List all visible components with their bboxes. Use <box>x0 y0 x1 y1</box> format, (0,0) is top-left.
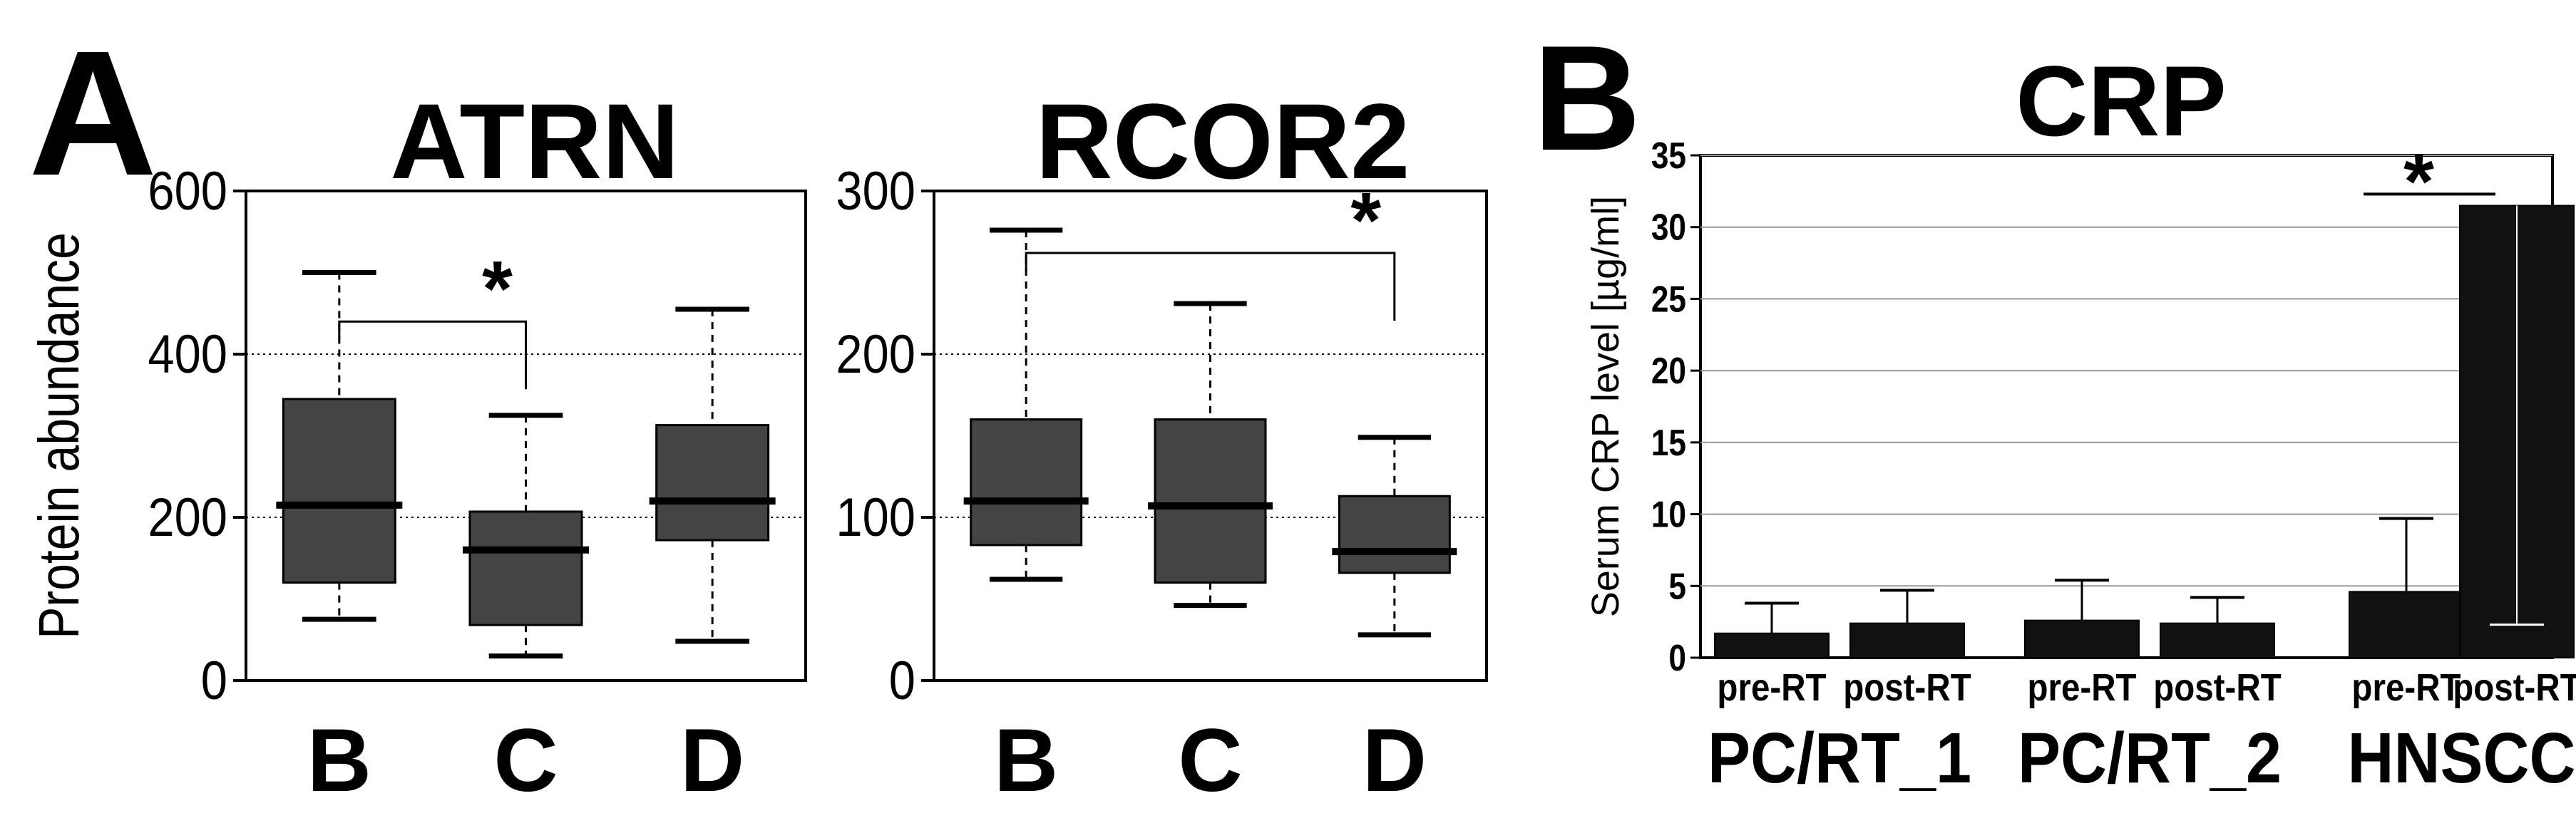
bar <box>2349 591 2464 658</box>
group-label: HNSCC <box>2348 719 2576 798</box>
significance-bracket <box>1025 252 1396 321</box>
y-tick-label: 0 <box>889 651 915 711</box>
significance-star: * <box>1350 177 1381 264</box>
significance-star: * <box>482 245 513 333</box>
box-C <box>1154 418 1267 584</box>
y-tick-label: 0 <box>1668 638 1686 679</box>
x-tick-label: pre-RT <box>2027 666 2136 709</box>
y-tick-label: 300 <box>836 161 915 222</box>
chart-title: RCOR2 <box>1035 81 1410 201</box>
bar <box>1849 622 1965 659</box>
y-tick-label: 100 <box>836 487 915 548</box>
box-D <box>1338 495 1451 574</box>
panel-letter-a: A <box>29 14 158 212</box>
y-tick-label: 0 <box>201 651 227 711</box>
x-tick-label: post-RT <box>1843 666 1971 709</box>
x-tick-label: B <box>994 711 1058 810</box>
box-B <box>970 418 1083 547</box>
box-D <box>655 424 770 542</box>
plot-frame <box>1699 154 2554 659</box>
rcor2-boxplot: 0 100 200 300 RCOR2 B C D * <box>836 81 1488 810</box>
significance-star: * <box>2403 138 2434 225</box>
x-tick-label: post-RT <box>2453 666 2576 709</box>
y-tick-label: 15 <box>1651 423 1686 464</box>
group-label: PC/RT_2 <box>2018 719 2282 798</box>
x-tick-label: D <box>680 711 744 810</box>
x-tick-label: post-RT <box>2153 666 2281 709</box>
group-label: PC/RT_1 <box>1708 719 1971 798</box>
plot-frame <box>245 190 807 682</box>
y-tick-label: 5 <box>1668 566 1686 607</box>
panel-letter-b: B <box>1533 14 1641 182</box>
y-axis-label: Serum CRP level [µg/ml] <box>1584 196 1627 617</box>
y-axis-label: Protein abundance <box>27 232 91 639</box>
y-tick-label: 400 <box>148 324 227 385</box>
bar <box>1714 632 1830 658</box>
chart-title: ATRN <box>390 81 679 201</box>
bar <box>2024 619 2140 659</box>
y-tick-label: 25 <box>1651 279 1686 320</box>
crp-bar-chart: 0 5 10 15 20 25 30 35 CRP Serum CRP level [µg/ml]… <box>1584 45 2576 798</box>
x-tick-label: pre-RT <box>1717 666 1826 709</box>
significance-bracket <box>338 320 527 390</box>
x-tick-label: C <box>493 711 558 810</box>
y-tick-label: 600 <box>148 161 227 222</box>
x-tick-label: pre-RT <box>2351 666 2460 709</box>
bar <box>2160 622 2275 659</box>
plot-frame <box>933 190 1488 682</box>
y-tick-label: 200 <box>148 487 227 548</box>
y-tick-label: 35 <box>1651 135 1686 177</box>
x-tick-label: D <box>1363 711 1427 810</box>
y-tick-label: 20 <box>1651 351 1686 392</box>
y-tick-label: 10 <box>1651 494 1686 535</box>
x-tick-label: C <box>1178 711 1242 810</box>
y-tick-label: 200 <box>836 324 915 385</box>
chart-title: CRP <box>2016 45 2227 157</box>
y-tick-label: 30 <box>1651 207 1686 248</box>
x-tick-label: B <box>307 711 371 810</box>
atrn-boxplot: 0 200 400 600 ATRN Protein abundance B C D * <box>27 81 807 810</box>
box-B <box>282 398 396 584</box>
box-C <box>468 510 583 626</box>
